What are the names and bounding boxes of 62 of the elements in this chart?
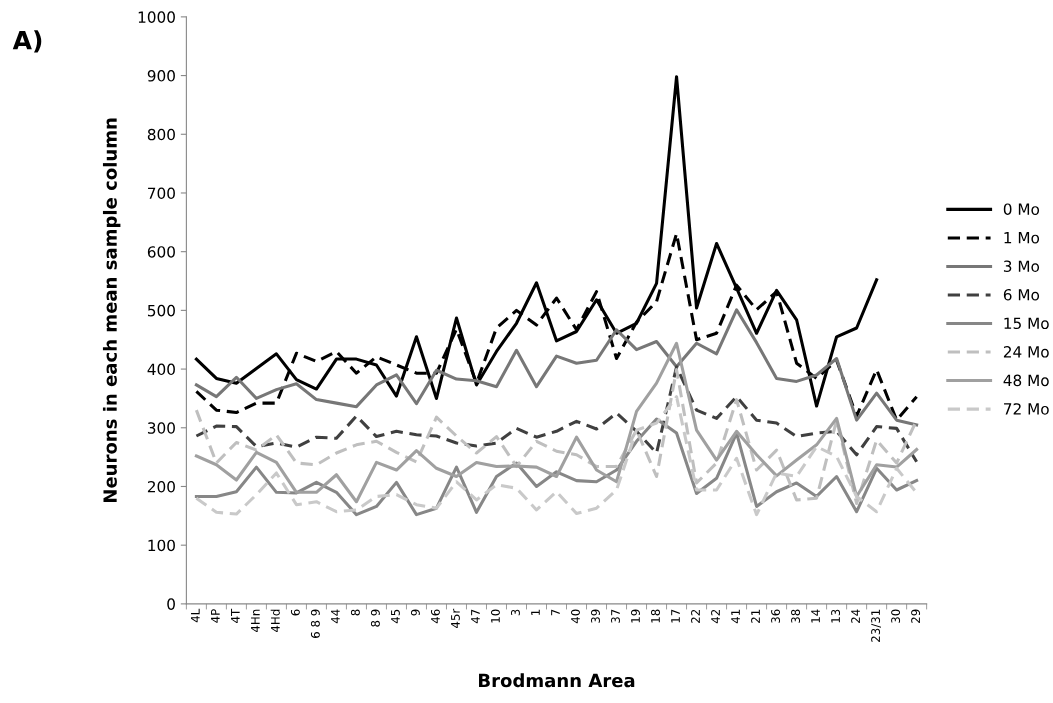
x-axis-title: Brodmann Area (479, 673, 635, 688)
x-tick-label: 37 (611, 609, 620, 623)
x-tick-label: 24 (851, 609, 860, 623)
y-tick-label: 0 (167, 598, 175, 610)
y-tick-label: 500 (147, 304, 175, 317)
x-tick-label: 42 (711, 609, 720, 624)
x-tick-label: 19 (631, 609, 640, 623)
x-tick-label: 10 (490, 609, 500, 623)
x-tick-label: 41 (731, 609, 740, 624)
line-series (194, 365, 919, 464)
x-tick-label: 4L (191, 608, 200, 623)
x-tick-label: 47 (471, 609, 480, 624)
x-tick-label: 3 (510, 609, 520, 616)
y-tick-label: 900 (147, 70, 175, 82)
x-tick-label: 4Hd (270, 609, 280, 633)
x-tick-label: 29 (911, 609, 921, 623)
x-tick-label: 45 (391, 609, 400, 624)
y-tick-label: 100 (148, 539, 175, 552)
y-tick-label: 400 (147, 363, 175, 376)
x-tick-label: 23/31 (871, 609, 881, 642)
y-tick-label: 300 (147, 422, 175, 434)
x-tick-label: 8 (350, 609, 360, 616)
x-tick-label: 36 (771, 609, 781, 623)
x-tick-label: 46 (430, 609, 440, 624)
x-tick-label: 4P (211, 609, 220, 623)
x-tick-label: 8 9 (370, 609, 380, 627)
x-tick-label: 21 (751, 609, 760, 623)
x-tick-label: 30 (891, 609, 901, 623)
x-tick-label: 17 (671, 609, 680, 623)
line-series (194, 308, 919, 427)
legend-label: 6 Mo (1003, 288, 1040, 301)
y-tick-label: 1000 (138, 11, 175, 23)
x-tick-label: 7 (551, 609, 560, 616)
legend-label: 3 Mo (1003, 260, 1040, 272)
y-axis-title: Neurons in each mean sample column (102, 118, 121, 503)
x-tick-label: 45r (451, 608, 460, 629)
y-tick-label: 600 (147, 246, 175, 258)
line-series (194, 341, 919, 504)
x-tick-label: 38 (791, 609, 801, 623)
y-tick-label: 800 (147, 128, 175, 141)
x-tick-label: 40 (571, 609, 580, 624)
x-tick-label: 22 (691, 609, 700, 623)
x-tick-label: 4T (231, 608, 240, 623)
x-tick-label: 9 (410, 609, 420, 616)
x-tick-label: 1 (531, 609, 540, 615)
x-tick-label: 14 (811, 609, 820, 623)
legend-label: 48 Mo (1003, 374, 1049, 387)
legend-label: 0 Mo (1003, 203, 1040, 215)
legend-label: 15 Mo (1004, 317, 1049, 330)
x-tick-label: 39 (591, 609, 600, 623)
legend-label: 24 Mo (1003, 346, 1049, 358)
legend-label: 1 Mo (1004, 232, 1040, 244)
legend-label: 72 Mo (1004, 403, 1049, 415)
x-tick-label: 6 (290, 609, 300, 616)
x-tick-label: 13 (831, 609, 841, 623)
text: A) (12, 30, 42, 53)
x-tick-label: 44 (331, 609, 340, 624)
x-tick-label: 18 (651, 609, 660, 623)
x-tick-label: 6 8 9 (310, 609, 320, 638)
x-tick-label: 4Hn (251, 609, 260, 633)
y-tick-label: 700 (148, 187, 175, 199)
y-tick-label: 200 (147, 480, 175, 493)
